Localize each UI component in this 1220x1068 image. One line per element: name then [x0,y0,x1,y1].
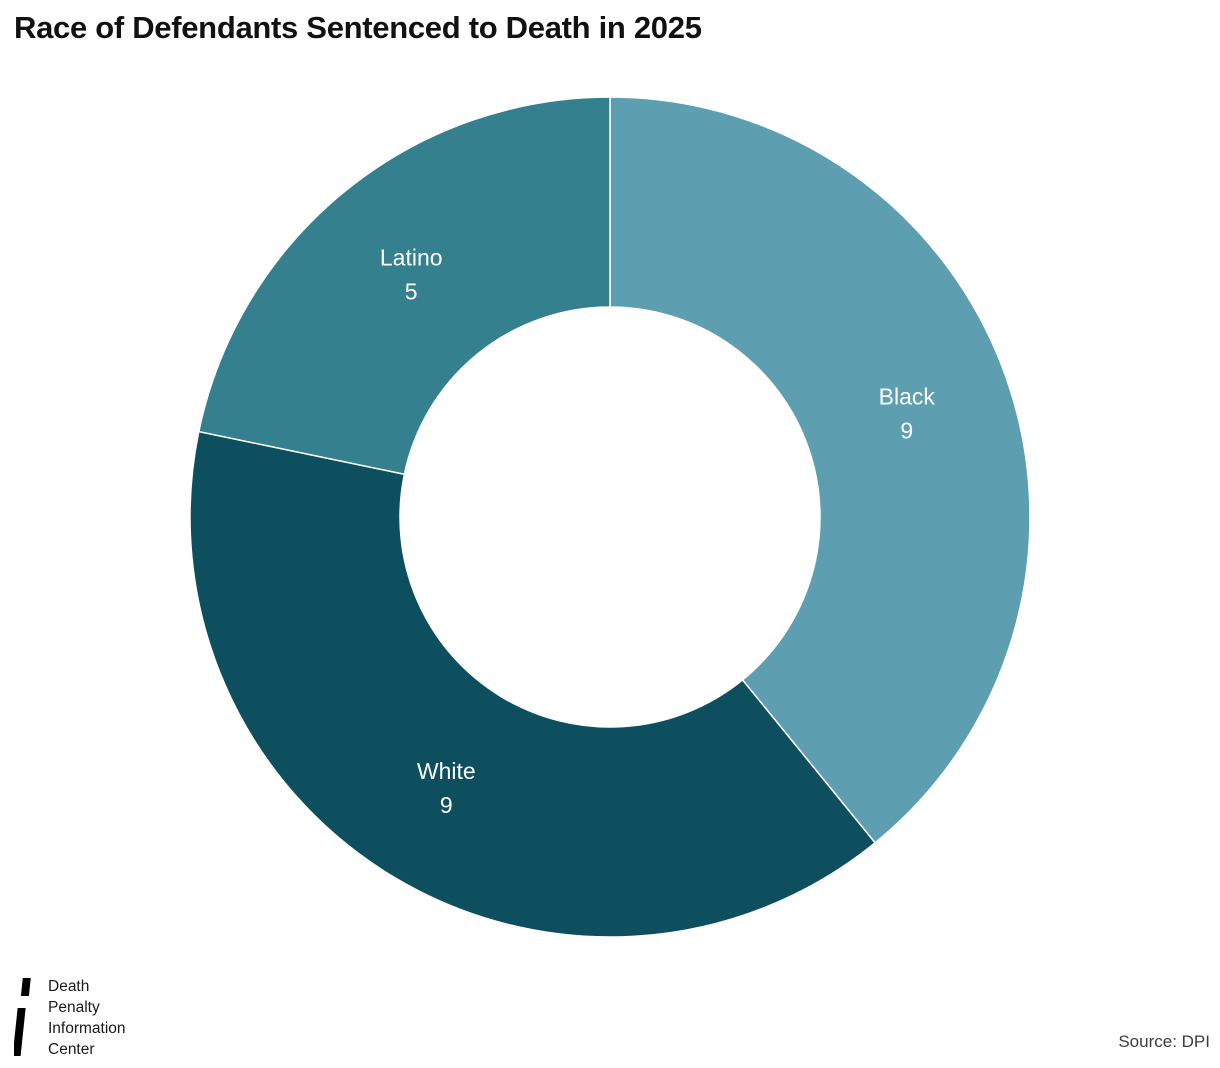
dpic-logo-icon [14,978,31,1056]
logo-line: Information [48,1020,126,1037]
logo-line: Center [48,1041,95,1058]
slice-label-latino: Latino [380,245,443,271]
slice-label-white: White [417,758,476,784]
source-text: Source: DPI [1118,1032,1210,1051]
logo-line: Penalty [48,999,100,1016]
donut-slice-white[interactable] [189,430,877,938]
slice-value-latino: 5 [405,279,418,305]
logo-line: Death [48,978,90,995]
dpic-logo-text: Death Penalty Information Center [48,976,126,1060]
slice-value-white: 9 [440,792,453,818]
chart-title: Race of Defendants Sentenced to Death in… [14,10,702,45]
dpic-logo: Death Penalty Information Center [14,976,126,1060]
slice-label-black: Black [879,384,936,410]
slice-value-black: 9 [900,418,913,444]
donut-slice-black[interactable] [609,96,1031,844]
donut-slice-latino[interactable] [197,96,611,476]
